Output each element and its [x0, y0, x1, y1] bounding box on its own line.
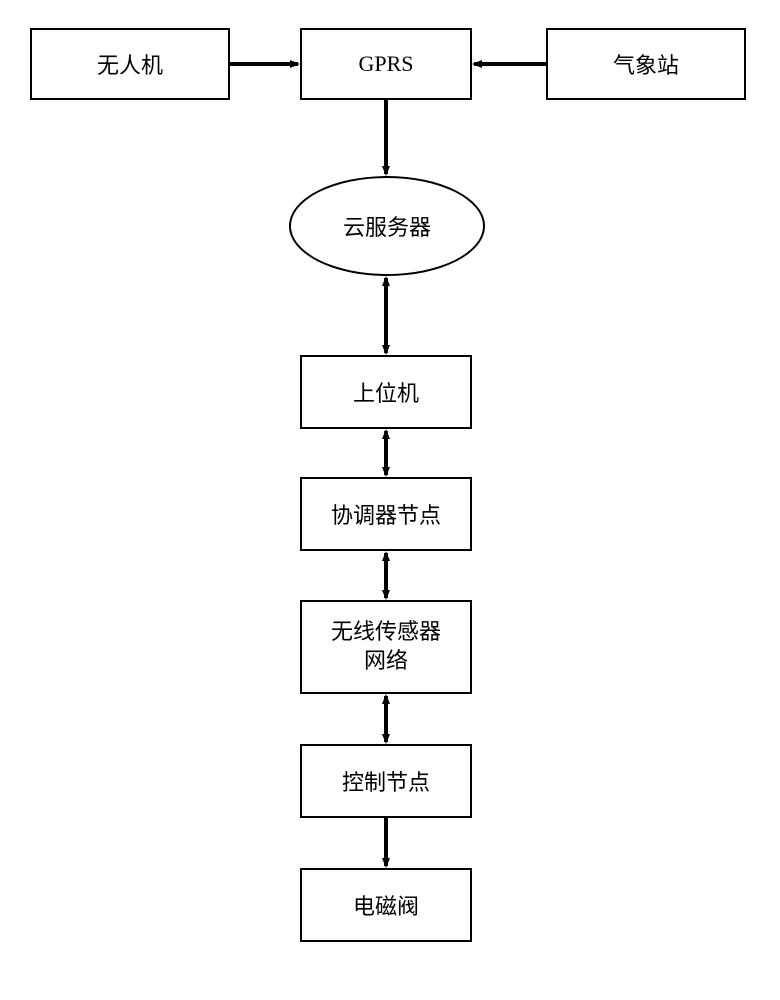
- node-gprs-label: GPRS: [358, 51, 413, 77]
- node-drone: 无人机: [30, 28, 230, 100]
- node-valve-label: 电磁阀: [353, 889, 419, 921]
- node-coordinator: 协调器节点: [300, 477, 472, 551]
- node-valve: 电磁阀: [300, 868, 472, 942]
- node-gprs: GPRS: [300, 28, 472, 100]
- node-cloud-label: 云服务器: [343, 210, 431, 242]
- node-weather-label: 气象站: [613, 48, 679, 80]
- node-host-label: 上位机: [353, 376, 419, 408]
- node-host: 上位机: [300, 355, 472, 429]
- node-drone-label: 无人机: [97, 48, 163, 80]
- node-cloud: 云服务器: [289, 176, 485, 276]
- node-coordinator-label: 协调器节点: [331, 498, 441, 530]
- node-control-label: 控制节点: [342, 765, 430, 797]
- node-weather: 气象站: [546, 28, 746, 100]
- node-wsn-label: 无线传感器 网络: [331, 618, 441, 675]
- node-wsn: 无线传感器 网络: [300, 600, 472, 694]
- node-control: 控制节点: [300, 744, 472, 818]
